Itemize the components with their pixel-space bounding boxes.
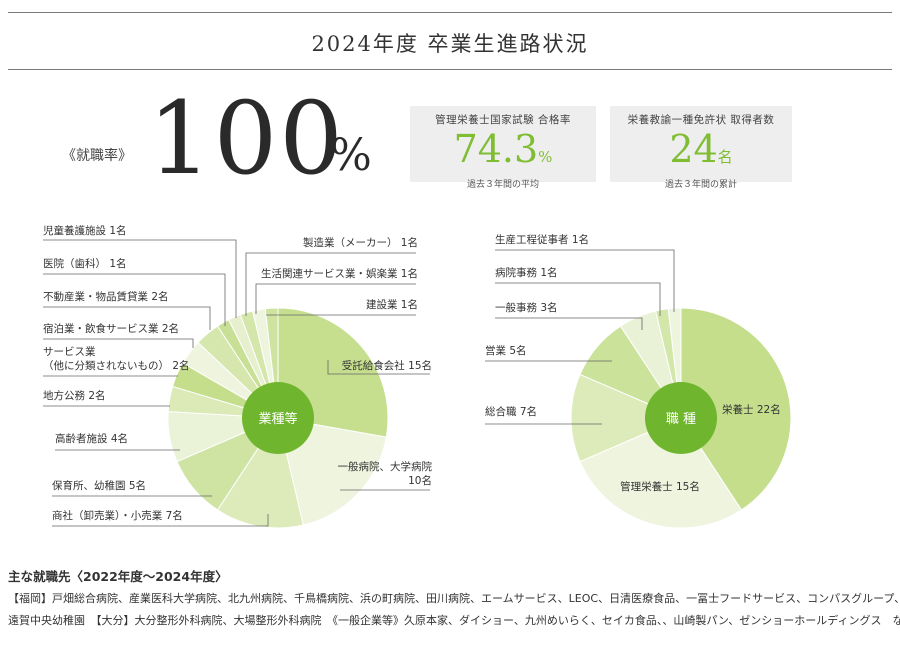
page-title: 2024年度 卒業生進路状況	[311, 32, 589, 56]
exam-pass-rate-box: 管理栄養士国家試験 合格率 74.3% 過去３年間の平均	[410, 106, 596, 190]
industry-pie-slice-label-8: 宿泊業・飲食サービス業 2名	[43, 322, 179, 335]
employers-line-1: 【福岡】戸畑総合病院、産業医科大学病院、北九州病院、千鳥橋病院、浜の町病院、田川…	[8, 592, 900, 605]
job-pie-center-label: 職 種	[666, 411, 696, 427]
industry-pie-slice-label-1: 受託給食会社 15名	[342, 359, 432, 372]
industry-pie-center-circle	[242, 382, 314, 454]
industry-pie-slice-label-2: 一般病院、大学病院 10名	[338, 460, 433, 487]
license-count-value: 24名	[610, 129, 792, 177]
employers-list: 【福岡】戸畑総合病院、産業医科大学病院、北九州病院、千鳥橋病院、浜の町病院、田川…	[8, 588, 900, 632]
job-pie-slice-label-5: 一般事務 3名	[495, 301, 558, 314]
industry-pie-leader-line-1	[327, 360, 430, 375]
industry-pie-slice-label-13: 生活関連サービス業・娯楽業 1名	[261, 267, 418, 280]
industry-pie-leader-line-10	[43, 273, 226, 326]
industry-pie-slice-label-6: 地方公務 2名	[43, 389, 106, 402]
exam-pass-rate-value: 74.3%	[410, 129, 596, 177]
job-pie-slice-2	[579, 417, 743, 529]
employment-rate-label: 《就職率》	[62, 148, 132, 164]
industry-pie-slice-label-5: 高齢者施設 4名	[55, 432, 128, 445]
industry-pie-slice-label-9: 不動産業・物品賃貸業 2名	[43, 290, 169, 303]
industry-pie-slice-label-10: 医院（歯科） 1名	[43, 257, 127, 270]
job-pie-slice-label-7: 生産工程従事者 1名	[495, 233, 589, 246]
employment-rate-value: 100	[148, 80, 345, 197]
industry-pie-leader-line-11	[43, 239, 237, 318]
employment-rate-unit: %	[330, 130, 372, 181]
exam-pass-rate-note: 過去３年間の平均	[466, 180, 539, 190]
employers-heading: 主な就職先〈2022年度～2024年度〉	[8, 569, 228, 584]
job-pie-slice-label-4: 営業 5名	[485, 344, 527, 357]
top-rule	[8, 12, 892, 13]
industry-pie-leader-line-9	[43, 306, 211, 330]
job-pie-center-circle	[645, 382, 717, 454]
exam-pass-rate-label: 管理栄養士国家試験 合格率	[435, 114, 571, 126]
industry-pie-slice-label-14: 建設業 1名	[366, 298, 418, 311]
job-pie-slice-label-2: 管理栄養士 15名	[620, 480, 700, 493]
industry-pie-center-label: 業種等	[258, 411, 297, 427]
industry-pie-slice-2	[277, 417, 387, 526]
job-pie-leader-line-6	[495, 282, 661, 316]
job-pie-leader-line-5	[495, 317, 643, 330]
exam-pass-rate-unit: %	[538, 148, 553, 166]
industry-pie-leader-line-3	[52, 514, 269, 527]
job-pie-slice-label-3: 総合職 7名	[485, 405, 537, 418]
job-pie-slice-label-1: 栄養士 22名	[722, 403, 781, 416]
job-pie-slice-3	[570, 373, 683, 463]
industry-pie-leader-line-13	[255, 283, 416, 314]
job-pie-leader-line-7	[495, 249, 675, 312]
license-count-unit: 名	[717, 148, 733, 166]
license-count-label: 栄養教諭一種免許状 取得者数	[627, 114, 775, 126]
industry-pie-slice-label-7: サービス業（他に分類されないもの） 2名	[43, 345, 190, 372]
job-pie-slice-label-6: 病院事務 1名	[495, 266, 558, 279]
industry-pie-slice-label-11: 児童養護施設 1名	[43, 224, 127, 237]
title-rule	[8, 69, 892, 70]
exam-pass-rate-number: 74.3	[453, 127, 539, 171]
industry-pie-leader-line-8	[43, 338, 194, 348]
license-count-note: 過去３年間の累計	[664, 180, 737, 190]
employers-line-2: 遠賀中央幼稚園 【大分】大分整形外科病院、大場整形外科病院 《一般企業等》久原本…	[8, 614, 900, 627]
industry-pie-slice-label-4: 保育所、幼稚園 5名	[52, 479, 146, 492]
industry-pie-leader-line-12	[245, 252, 416, 316]
license-count-number: 24	[669, 127, 718, 171]
industry-pie-slice-label-3: 商社（卸売業）・小売業 7名	[52, 509, 183, 522]
license-count-box: 栄養教諭一種免許状 取得者数 24名 過去３年間の累計	[610, 106, 792, 190]
industry-pie-slice-label-12: 製造業（メーカー） 1名	[303, 236, 418, 249]
